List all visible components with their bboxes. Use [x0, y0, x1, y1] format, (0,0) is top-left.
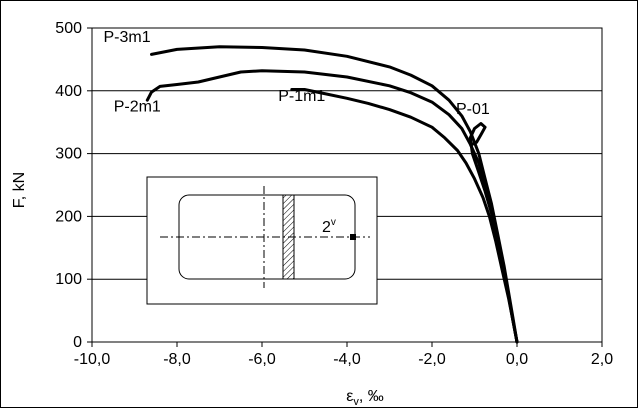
- series-line-p-01: [468, 122, 519, 344]
- cross-section-inset: 2v: [146, 176, 378, 305]
- inset-gauge-label-main: 2: [322, 219, 331, 236]
- y-tick-label: 100: [55, 271, 82, 288]
- x-axis-label-sub: v: [353, 396, 359, 408]
- x-tick-label: -4,0: [333, 351, 361, 368]
- inset-outer-box: [146, 176, 378, 305]
- y-tick-label: 0: [73, 334, 82, 351]
- inset-gauge-marker: [350, 234, 356, 240]
- series-label: P-1m1: [278, 88, 325, 105]
- x-axis-label-main: ε: [346, 388, 353, 405]
- inset-gauge-label-sup: v: [331, 217, 336, 228]
- axes: 0 100 200 300 400 500 -10,0 -8,0 -6,0 -4,0 -2,0 0,0…: [55, 20, 613, 368]
- x-tick-label: -6,0: [248, 351, 276, 368]
- x-tick-label: 2,0: [591, 351, 613, 368]
- x-tick-label: -2,0: [418, 351, 446, 368]
- x-tick-label: 0,0: [506, 351, 528, 368]
- x-tick-label: -8,0: [163, 351, 191, 368]
- y-axis-label: F, kN: [11, 172, 28, 208]
- y-tick-label: 300: [55, 146, 82, 163]
- series-labels: P-3m1 P-2m1 P-1m1 P-01: [104, 29, 490, 118]
- series-lines: [145, 45, 519, 344]
- y-tick-label: 500: [55, 20, 82, 37]
- series-label: P-3m1: [104, 29, 151, 46]
- series-label: P-01: [456, 101, 490, 118]
- x-axis-label: εv, ‰: [346, 388, 384, 408]
- x-tick-label: -10,0: [74, 351, 111, 368]
- series-label: P-2m1: [114, 99, 161, 116]
- x-axis-label-rest: , ‰: [359, 388, 384, 405]
- inset-gauge-label: 2v: [322, 217, 336, 236]
- y-tick-label: 400: [55, 83, 82, 100]
- y-tick-label: 200: [55, 208, 82, 225]
